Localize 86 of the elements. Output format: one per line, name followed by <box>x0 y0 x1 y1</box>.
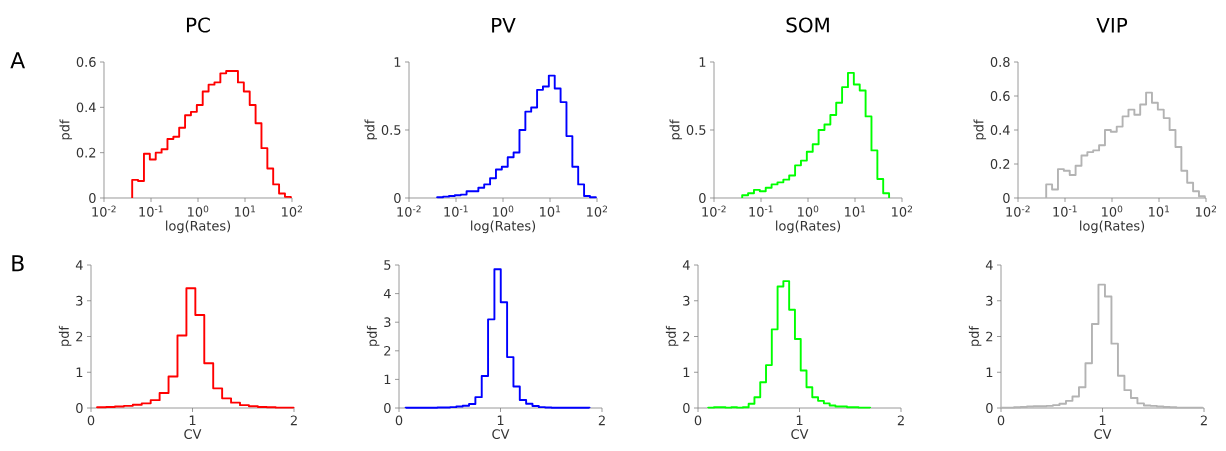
x-tick-label: 10$^{0}$ <box>798 205 819 217</box>
y-tick-label: 0.8 <box>990 57 1010 67</box>
x-tick-label: 10$^{0}$ <box>188 205 209 217</box>
y-tick-label: 1 <box>986 367 993 377</box>
y-tick-label: 2 <box>384 346 391 356</box>
chart-title: VIP <box>1096 17 1128 33</box>
x-tick-label: 10$^{-1}$ <box>139 205 163 217</box>
y-tick-label: 3 <box>986 295 993 306</box>
x-tick-label: 10$^{-2}$ <box>397 205 421 217</box>
x-tick-label: 10$^{0}$ <box>493 205 514 217</box>
x-tick-label: 10$^{1}$ <box>1149 205 1170 217</box>
x-tick-label: 10$^{2}$ <box>892 205 912 217</box>
y-tick-label: 3 <box>683 295 690 306</box>
text: B <box>12 255 24 272</box>
x-tick-label: 10$^{2}$ <box>587 205 607 217</box>
y-axis-title: pdf <box>58 325 72 346</box>
y-tick-label: 1 <box>384 374 391 385</box>
y-tick-label: 3 <box>384 317 391 328</box>
x-axis-title: log(Rates) <box>1080 220 1145 234</box>
chart-title: SOM <box>786 17 829 33</box>
y-tick-label: 4 <box>383 288 391 299</box>
y-tick-label: 0.2 <box>990 159 1010 169</box>
y-tick-label: 1 <box>699 57 706 67</box>
y-tick-label: 0 <box>699 193 706 203</box>
x-tick-label: 10$^{-1}$ <box>1053 205 1077 217</box>
x-axis-title: CV <box>791 429 809 439</box>
y-tick-label: 2 <box>683 331 690 342</box>
y-tick-label: 0.6 <box>76 57 96 67</box>
text: A <box>10 52 26 69</box>
y-tick-label: 2 <box>986 331 993 342</box>
x-tick-label: 10$^{1}$ <box>845 205 866 217</box>
x-axis-title: log(Rates) <box>166 220 231 234</box>
y-tick-label: 0 <box>89 193 96 203</box>
chart-title: PC <box>186 17 210 33</box>
x-tick-label: 2 <box>897 415 904 426</box>
x-tick-label: 10$^{1}$ <box>235 205 256 217</box>
y-axis-title: pdf <box>59 119 73 140</box>
y-tick-label: 2 <box>76 331 83 342</box>
y-axis-title: pdf <box>968 325 982 346</box>
y-tick-label: 1 <box>683 367 690 377</box>
x-tick-label: 10$^{2}$ <box>282 205 302 217</box>
y-tick-label: 0 <box>986 403 993 413</box>
y-tick-label: 1 <box>76 367 83 377</box>
y-tick-label: 0 <box>384 403 391 413</box>
x-axis-title: log(Rates) <box>471 220 536 234</box>
x-tick-label: 10$^{2}$ <box>1196 205 1216 217</box>
y-tick-label: 0 <box>76 403 83 413</box>
x-tick-label: 2 <box>598 415 605 426</box>
y-tick-label: 5 <box>384 260 391 270</box>
x-tick-label: 10$^{-2}$ <box>702 205 726 217</box>
x-tick-label: 2 <box>1200 415 1207 426</box>
y-axis-title: pdf <box>973 119 987 140</box>
x-tick-label: 10$^{1}$ <box>540 205 561 217</box>
y-tick-label: 3 <box>76 295 83 306</box>
chart-title: PV <box>492 17 516 33</box>
x-axis-title: log(Rates) <box>776 220 841 234</box>
y-tick-label: 4 <box>682 260 690 270</box>
x-tick-label: 10$^{-1}$ <box>444 205 468 217</box>
x-tick-label: 10$^{-2}$ <box>1006 205 1030 217</box>
x-tick-label: 1 <box>796 415 803 425</box>
x-axis-title: CV <box>492 429 510 439</box>
y-tick-label: 0.2 <box>76 147 96 158</box>
x-axis-title: CV <box>1094 429 1112 439</box>
x-tick-label: 2 <box>290 415 297 426</box>
y-tick-label: 0.4 <box>990 125 1010 135</box>
y-axis-title: pdf <box>669 119 683 140</box>
y-tick-label: 0.5 <box>381 125 401 135</box>
x-tick-label: 1 <box>1099 415 1106 425</box>
x-tick-label: 10$^{0}$ <box>1102 205 1123 217</box>
y-tick-label: 1 <box>394 57 401 67</box>
x-tick-label: 1 <box>497 415 504 425</box>
y-tick-label: 0 <box>394 193 401 203</box>
x-tick-label: 10$^{-1}$ <box>749 205 773 217</box>
y-axis-title: pdf <box>366 325 380 346</box>
x-tick-label: 10$^{-2}$ <box>92 205 116 217</box>
y-axis-title: pdf <box>665 325 679 346</box>
y-tick-label: 0.4 <box>76 102 96 113</box>
y-tick-label: 4 <box>985 260 993 270</box>
x-tick-label: 1 <box>189 415 196 425</box>
y-tick-label: 4 <box>75 260 83 270</box>
y-tick-label: 0.6 <box>990 91 1010 101</box>
y-axis-title: pdf <box>364 119 378 140</box>
y-tick-label: 0 <box>683 403 690 413</box>
x-axis-title: CV <box>184 429 202 439</box>
y-tick-label: 0 <box>1003 193 1010 203</box>
y-tick-label: 0.5 <box>686 125 706 135</box>
